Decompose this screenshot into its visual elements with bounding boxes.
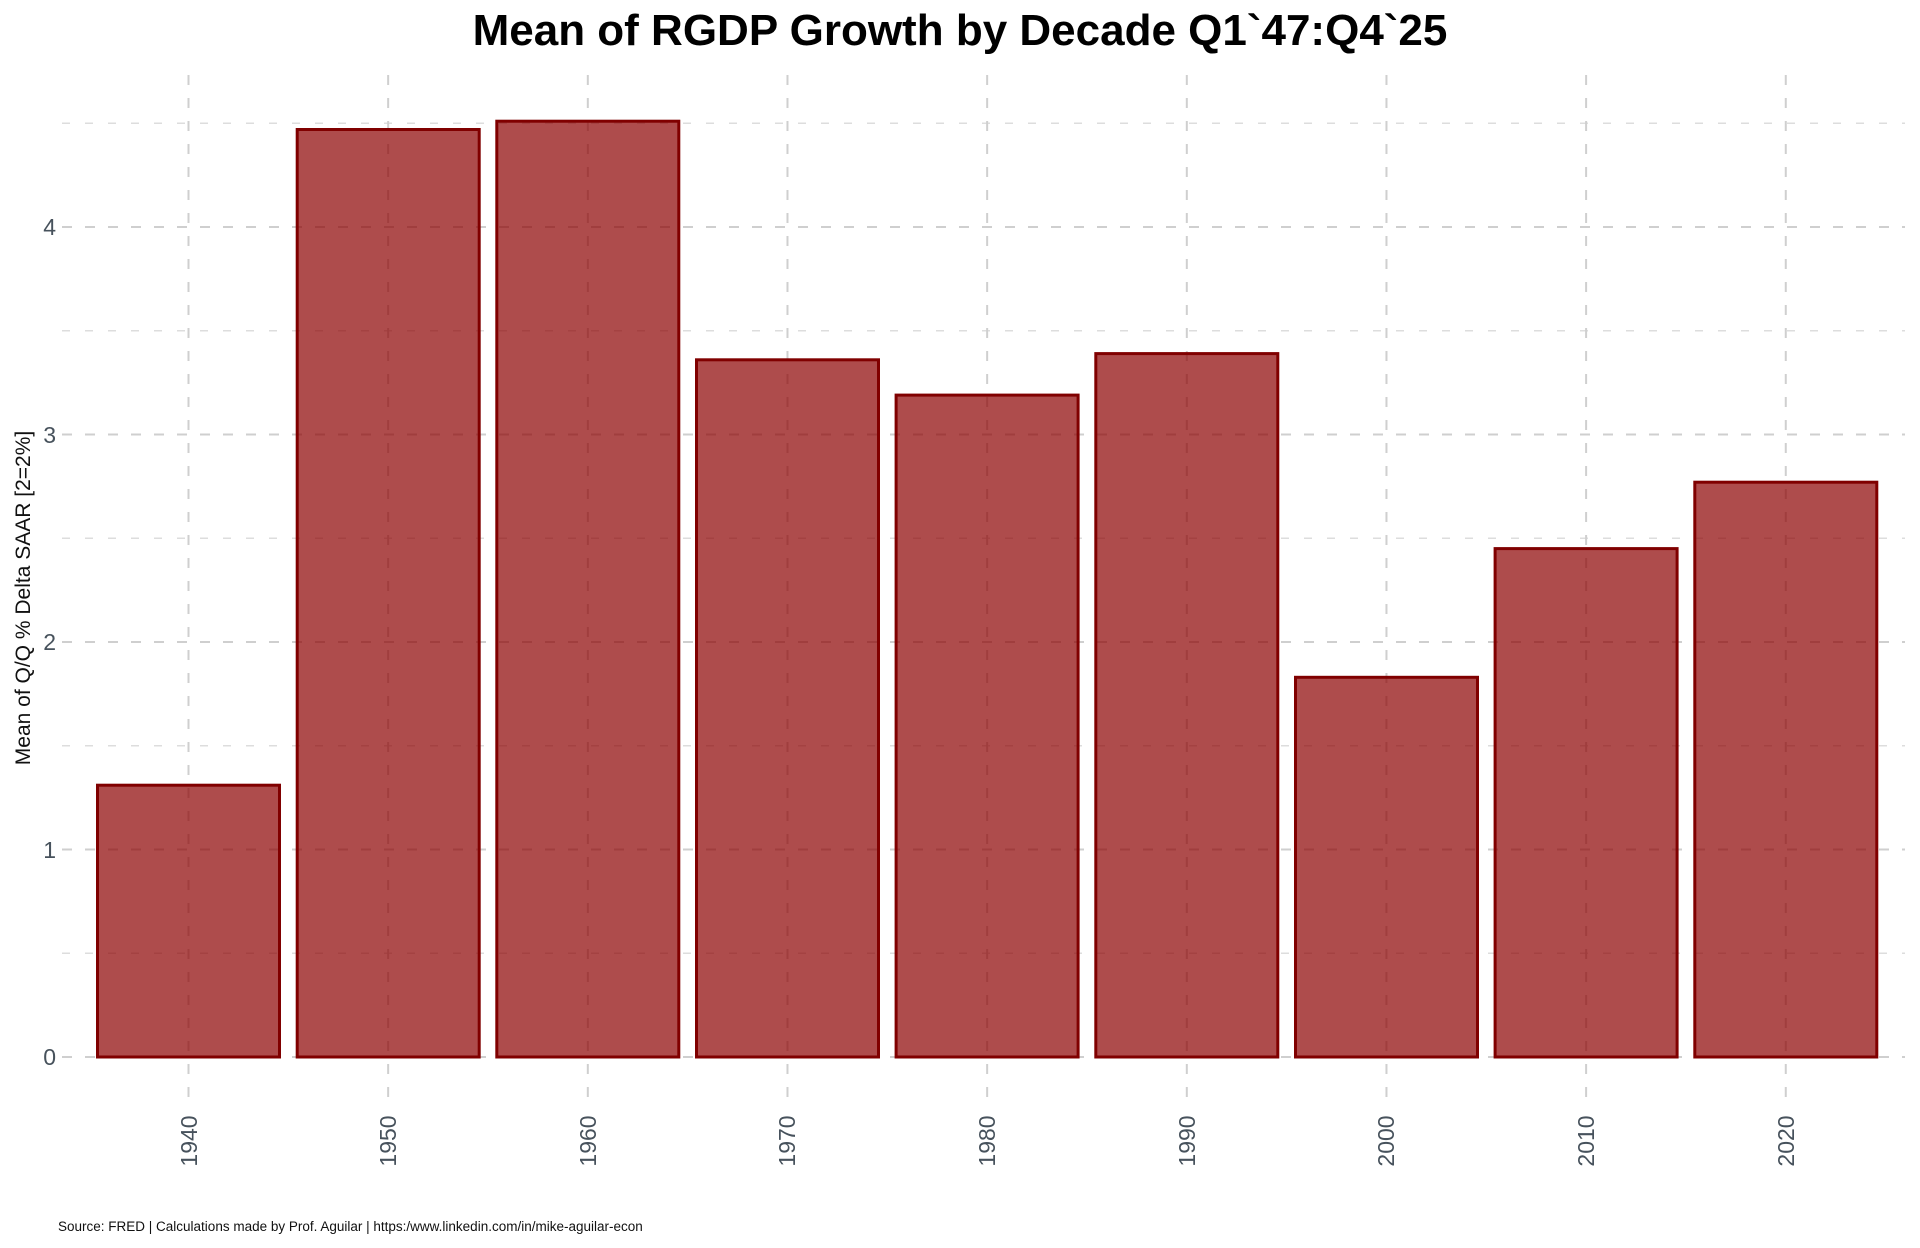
y-tick-label-2: 2 (43, 629, 56, 655)
x-tick-label-1950: 1950 (375, 1115, 402, 1167)
x-tick-label-2020: 2020 (1772, 1115, 1799, 1167)
y-tick-label-4: 4 (43, 214, 56, 240)
bar-2020 (1693, 480, 1879, 1059)
y-tick-label-0: 0 (43, 1044, 56, 1070)
x-tick-label-2000: 2000 (1373, 1115, 1400, 1167)
bar-1970 (695, 358, 880, 1059)
y-tick-label-3: 3 (43, 421, 56, 448)
x-tick-label-1970: 1970 (774, 1115, 801, 1167)
bar-2010 (1493, 547, 1679, 1059)
x-tick-label-1990: 1990 (1173, 1115, 1200, 1167)
chart-title: Mean of RGDP Growth by Decade Q1`47:Q4`2… (472, 6, 1448, 55)
bars (96, 119, 1879, 1059)
bar-1980 (894, 393, 1080, 1059)
x-tick-label-1980: 1980 (974, 1115, 1001, 1167)
x-tick-label-2010: 2010 (1573, 1115, 1600, 1167)
bar-2000 (1294, 675, 1479, 1059)
bar-1950 (295, 128, 481, 1059)
bar-1940 (96, 783, 281, 1059)
x-tick-label-1940: 1940 (175, 1115, 202, 1167)
source-note: Source: FRED | Calculations made by Prof… (58, 1219, 643, 1234)
bar-1990 (1094, 352, 1280, 1059)
bar-1960 (495, 119, 681, 1059)
y-tick-label-1: 1 (43, 836, 56, 863)
x-tick-label-1960: 1960 (574, 1115, 601, 1167)
